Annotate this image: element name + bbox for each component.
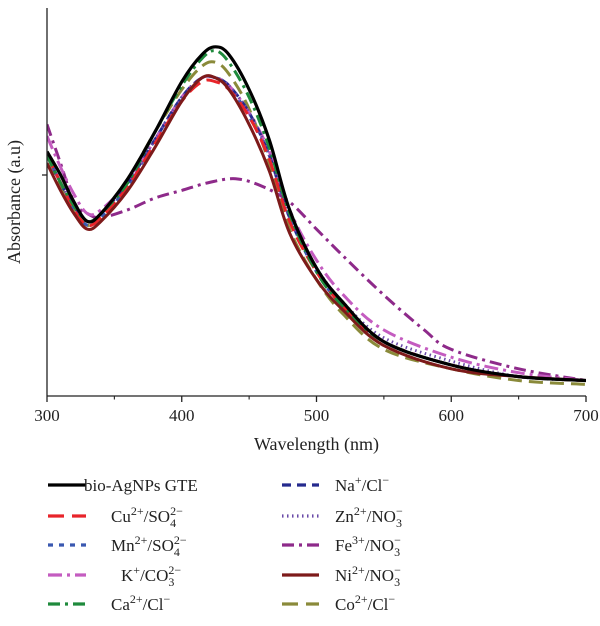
x-tick-label: 500 (304, 406, 330, 425)
series-line-5 (47, 49, 586, 382)
legend-label: Co2+/Cl− (335, 592, 395, 614)
legend-label: Cu2+/SO2− 4 (111, 504, 183, 530)
series-line-8 (47, 123, 586, 382)
legend-label: K+/CO2− 3 (121, 563, 181, 589)
axes: 300 400 500 600 700 Wavelength (nm) Absorbance… (4, 8, 599, 455)
y-axis-title: Absorbance (a.u) (4, 140, 25, 264)
legend-label: Zn2+/NO− 3 (335, 504, 403, 530)
series-layer (47, 45, 586, 386)
x-tick-label: 600 (439, 406, 465, 425)
legend-label: Ca2+/Cl− (111, 592, 170, 614)
legend-label: Mn2+/SO2− 4 (111, 533, 187, 559)
x-tick-label: 400 (169, 406, 195, 425)
series-line-4 (47, 74, 586, 382)
series-line-9 (47, 74, 586, 382)
legend: bio-AgNPs GTE Cu2+/SO2− 4 Mn2+/SO2− 4 K+/CO2−… (48, 473, 403, 614)
legend-label: bio-AgNPs GTE (84, 476, 198, 495)
x-axis-title: Wavelength (nm) (254, 434, 379, 455)
series-line-1 (47, 45, 586, 383)
legend-label: Fe3+/NO− 3 (335, 533, 401, 559)
x-tick-label: 300 (34, 406, 60, 425)
legend-label: Na+/Cl− (335, 473, 389, 495)
legend-label: Ni2+/NO− 3 (335, 563, 401, 589)
series-line-10 (47, 60, 586, 386)
x-tick-label: 700 (573, 406, 599, 425)
